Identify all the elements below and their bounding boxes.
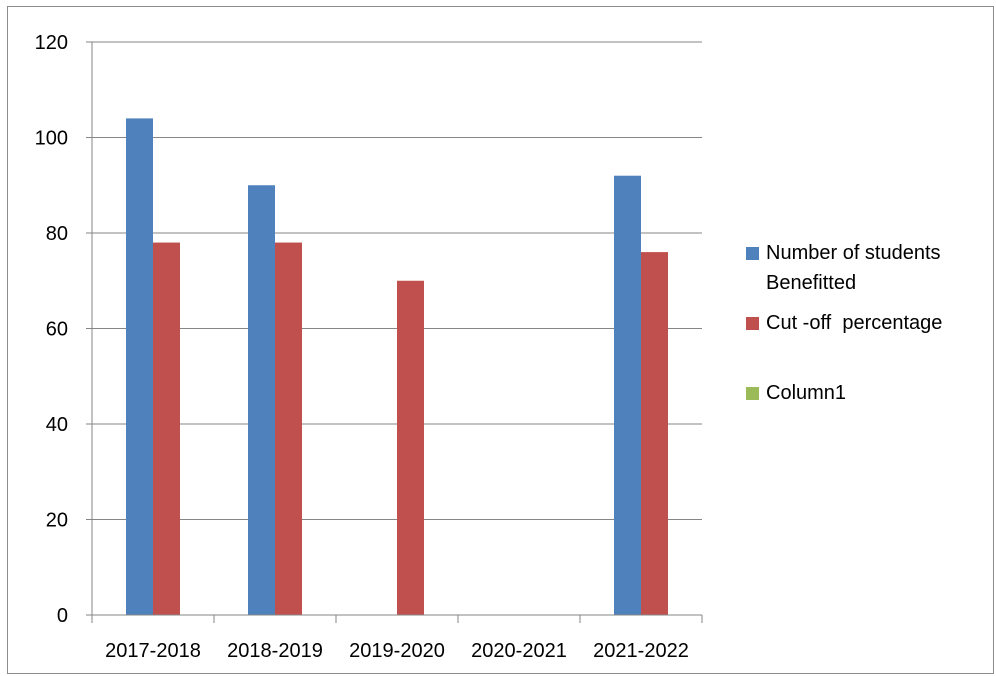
legend-swatch-series-3 [746,387,759,400]
y-tick-label: 100 [35,128,68,150]
bar-series-1-2021-2022 [614,175,641,615]
y-tick-label: 0 [57,605,68,627]
y-tick-label: 60 [46,319,68,341]
axes [86,41,703,623]
bars [126,118,668,616]
x-tick-label: 2018-2019 [227,640,323,662]
legend-swatch-series-1 [746,247,759,260]
legend-label-series-3: Column1 [766,382,847,404]
bar-series-2-2019-2020 [397,280,424,615]
y-tick-label: 20 [46,510,68,532]
bar-series-2-2018-2019 [275,242,302,616]
x-tick-label: 2020-2021 [471,640,567,662]
x-tick-label: 2019-2020 [349,640,445,662]
gridlines [92,41,702,520]
legend-item-series-1: Number of students Benefitted [746,238,996,298]
bar-series-2-2021-2022 [641,252,668,615]
bar-series-1-2018-2019 [248,185,275,615]
y-tick-label: 120 [35,32,68,54]
x-tick-label: 2017-2018 [105,640,201,662]
legend-item-series-2: Cut -off percentage [746,308,996,338]
y-tick-label: 40 [46,414,68,436]
legend-label-series-1: Number of students Benefitted [766,242,947,294]
legend-item-series-3: Column1 [746,378,996,408]
legend-label-series-2: Cut -off percentage [766,312,943,334]
x-tick-label: 2021-2022 [593,640,689,662]
legend-swatch-series-2 [746,317,759,330]
bar-series-1-2017-2018 [126,118,153,616]
legend: Number of students Benefitted Cut -off p… [746,238,996,408]
tick-labels: 0 20 40 60 80 100 120 2017-2018 2018-2019 2019-20… [35,32,689,662]
bar-series-2-2017-2018 [153,242,180,616]
y-tick-label: 80 [46,223,68,245]
